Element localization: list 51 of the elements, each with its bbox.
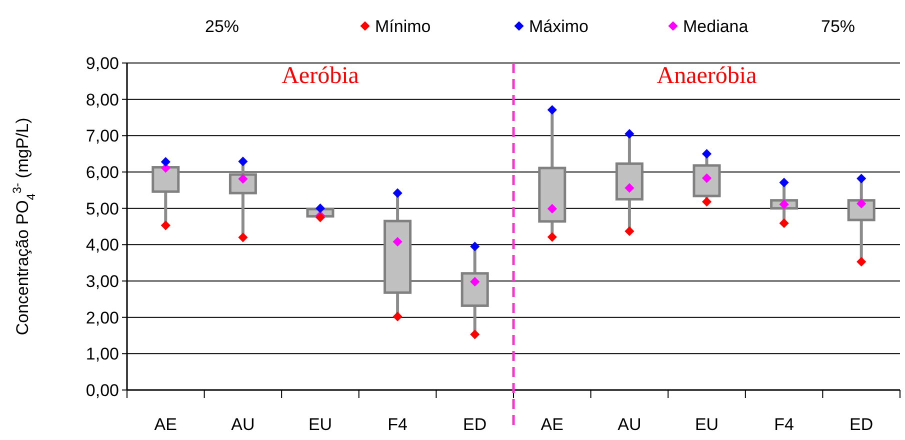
annotation: Anaeróbia bbox=[656, 62, 758, 89]
point bbox=[779, 218, 789, 228]
x-tick-label: F4 bbox=[774, 415, 794, 434]
point bbox=[392, 312, 402, 322]
x-tick-label: EU bbox=[308, 415, 332, 434]
annotation: Aeróbia bbox=[282, 62, 360, 89]
y-tick-label: 2,00 bbox=[86, 308, 119, 328]
x-tick-label: ED bbox=[463, 415, 487, 434]
point bbox=[547, 232, 557, 242]
x-tick-label: F4 bbox=[388, 415, 408, 434]
point bbox=[856, 256, 866, 267]
legend-label: Mediana bbox=[683, 16, 749, 36]
y-tick-label: 4,00 bbox=[86, 236, 119, 255]
point bbox=[624, 183, 634, 193]
point bbox=[392, 236, 402, 247]
x-tick-label: AE bbox=[154, 415, 177, 434]
text: 75% bbox=[821, 16, 856, 36]
x-tick-label: AU bbox=[231, 415, 255, 434]
y-tick-label: 0,00 bbox=[86, 380, 119, 400]
y-tick-label: 6,00 bbox=[86, 162, 119, 182]
x-tick-label: AE bbox=[540, 415, 564, 434]
x-tick-label: EU bbox=[694, 415, 719, 434]
point bbox=[547, 204, 557, 214]
legend-label: Mínimo bbox=[375, 16, 431, 36]
y-tick-label: 9,00 bbox=[86, 54, 119, 73]
y-tick-label: 8,00 bbox=[86, 90, 119, 110]
text: 25% bbox=[205, 16, 240, 36]
legend-label: Máximo bbox=[529, 16, 589, 36]
point bbox=[702, 149, 712, 159]
point bbox=[624, 129, 634, 139]
point bbox=[470, 330, 480, 340]
point bbox=[160, 220, 170, 230]
point bbox=[547, 105, 557, 115]
point bbox=[702, 196, 712, 207]
y-tick-label: 5,00 bbox=[86, 199, 119, 218]
y-tick-label: 3,00 bbox=[86, 272, 119, 291]
y-tick-label: 7,00 bbox=[86, 126, 119, 146]
x-tick-label: ED bbox=[850, 415, 874, 434]
point bbox=[238, 232, 248, 242]
point bbox=[856, 198, 866, 208]
point bbox=[160, 157, 170, 167]
point bbox=[856, 174, 866, 184]
x-tick-label: AU bbox=[618, 415, 642, 434]
point bbox=[779, 178, 789, 188]
point bbox=[624, 226, 634, 236]
point bbox=[392, 188, 402, 198]
point bbox=[238, 156, 248, 166]
point bbox=[315, 204, 326, 214]
point bbox=[470, 276, 480, 287]
y-tick-label: 1,00 bbox=[86, 344, 119, 364]
point bbox=[470, 242, 480, 252]
